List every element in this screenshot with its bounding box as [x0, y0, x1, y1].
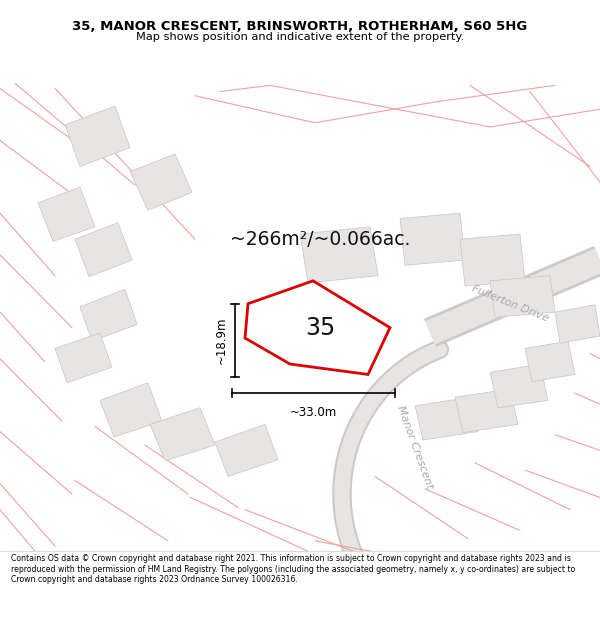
Polygon shape: [490, 364, 548, 408]
Polygon shape: [100, 382, 162, 437]
Text: 35, MANOR CRESCENT, BRINSWORTH, ROTHERHAM, S60 5HG: 35, MANOR CRESCENT, BRINSWORTH, ROTHERHA…: [73, 20, 527, 33]
Polygon shape: [490, 276, 555, 318]
Polygon shape: [75, 222, 132, 277]
Text: Manor Crescent: Manor Crescent: [395, 404, 435, 490]
Polygon shape: [555, 305, 600, 343]
Polygon shape: [300, 227, 378, 283]
Polygon shape: [38, 188, 95, 241]
Polygon shape: [400, 213, 465, 265]
Polygon shape: [215, 424, 278, 476]
Polygon shape: [525, 341, 575, 382]
Polygon shape: [130, 154, 192, 210]
Text: 35: 35: [305, 316, 335, 339]
Polygon shape: [455, 389, 518, 432]
Text: Map shows position and indicative extent of the property.: Map shows position and indicative extent…: [136, 32, 464, 43]
Polygon shape: [150, 408, 215, 461]
Text: Contains OS data © Crown copyright and database right 2021. This information is : Contains OS data © Crown copyright and d…: [11, 554, 575, 584]
Polygon shape: [80, 289, 137, 341]
Text: Fullerton Drive: Fullerton Drive: [470, 284, 550, 324]
Text: ~33.0m: ~33.0m: [290, 406, 337, 419]
Polygon shape: [415, 398, 478, 440]
Text: ~18.9m: ~18.9m: [215, 316, 227, 364]
Polygon shape: [55, 333, 112, 382]
Text: ~266m²/~0.066ac.: ~266m²/~0.066ac.: [230, 230, 410, 249]
Polygon shape: [65, 106, 130, 166]
Polygon shape: [460, 234, 525, 286]
